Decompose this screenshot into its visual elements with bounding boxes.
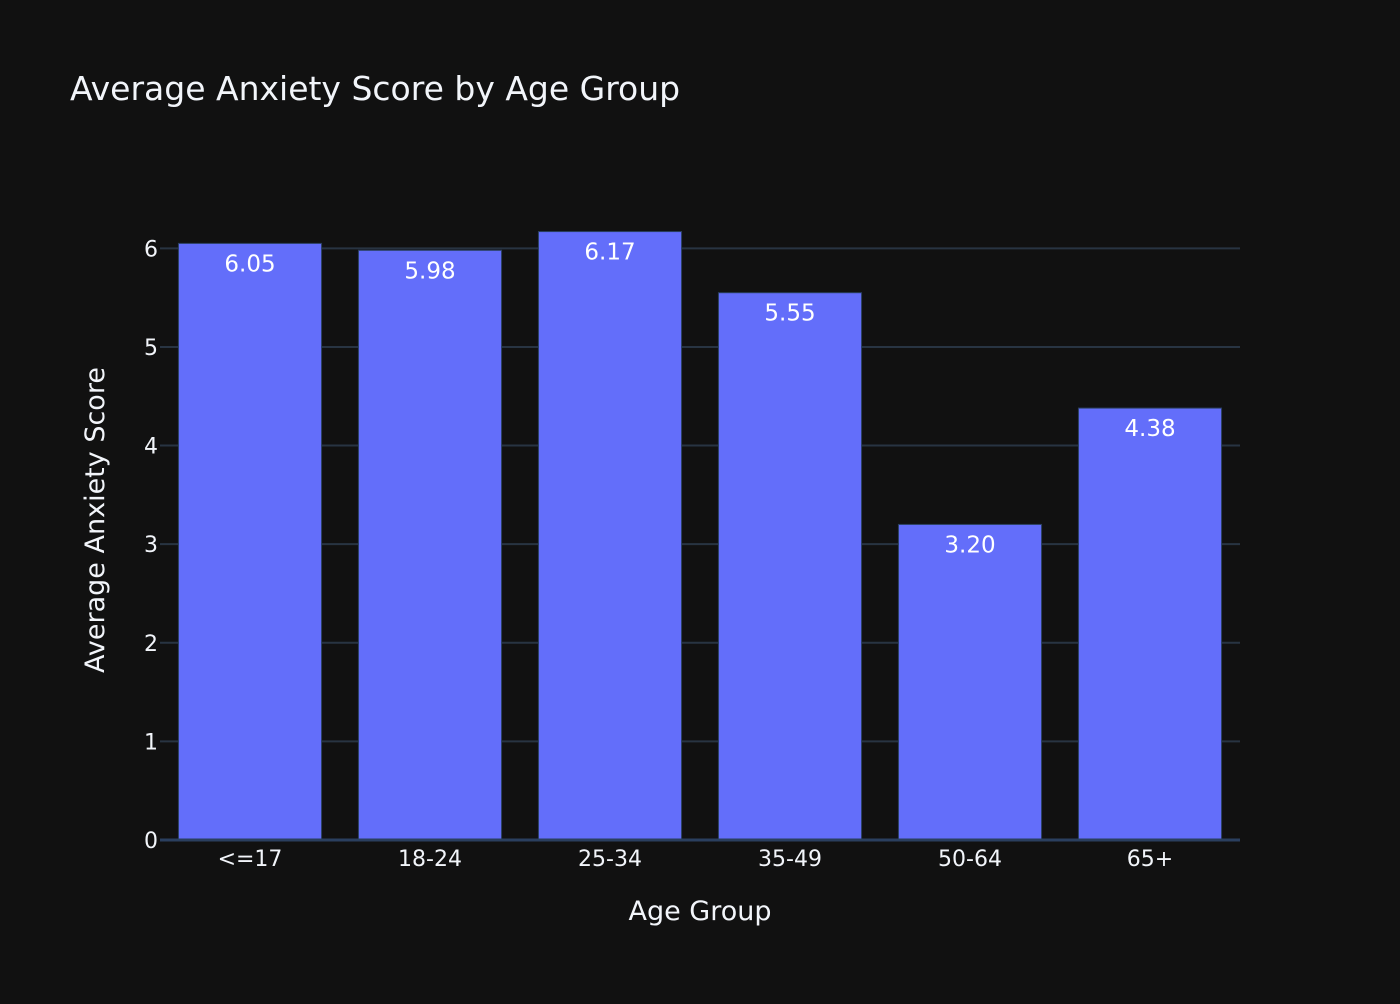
bar-5[interactable] (1077, 407, 1223, 841)
chart-title: Average Anxiety Score by Age Group (70, 69, 680, 108)
y-axis-title: Average Anxiety Score (80, 367, 111, 673)
x-tick-label: 65+ (1127, 847, 1173, 872)
bar-value-label: 5.55 (764, 301, 815, 327)
x-tick-label: <=17 (218, 847, 283, 872)
x-tick-label: 25-34 (578, 847, 642, 872)
bar-value-label: 6.17 (584, 240, 635, 266)
bar-1[interactable] (357, 249, 503, 841)
bar-value-label: 5.98 (404, 258, 455, 284)
y-tick-label: 4 (144, 435, 158, 460)
bar-value-label: 4.38 (1124, 416, 1175, 442)
bars (177, 231, 1223, 841)
y-tick-label: 5 (144, 336, 158, 361)
x-axis-ticks: <=17 18-24 25-34 35-49 50-64 65+ (218, 847, 1174, 872)
bar-value-label: 3.20 (944, 532, 995, 558)
bar-3[interactable] (717, 292, 863, 841)
bar-value-label: 6.05 (224, 251, 275, 277)
y-tick-label: 0 (144, 829, 158, 854)
x-axis-title: Age Group (628, 896, 771, 927)
x-tick-label: 50-64 (938, 847, 1002, 872)
bar-4[interactable] (897, 523, 1043, 841)
y-tick-label: 3 (144, 533, 158, 558)
y-tick-label: 6 (144, 237, 158, 262)
gridlines (160, 247, 1240, 743)
y-tick-label: 1 (144, 730, 158, 755)
data-labels: 6.05 5.98 6.17 5.55 3.20 4.38 (224, 240, 1175, 559)
y-tick-label: 2 (144, 632, 158, 657)
x-tick-label: 18-24 (398, 847, 462, 872)
x-tick-label: 35-49 (758, 847, 822, 872)
bar-2[interactable] (537, 231, 683, 841)
y-axis-ticks: 0 1 2 3 4 5 6 (144, 237, 158, 854)
bar-0[interactable] (177, 242, 323, 841)
